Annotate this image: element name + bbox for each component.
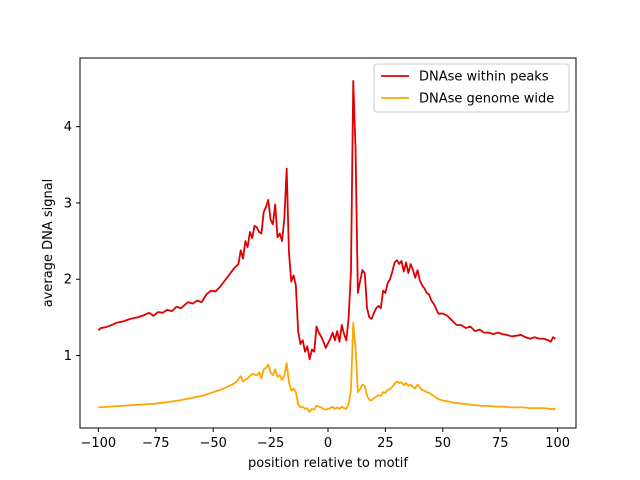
series-line-genome-wide [98, 321, 556, 413]
x-tick-label: 100 [545, 436, 570, 451]
x-tick-label: 0 [324, 436, 332, 451]
x-axis-label: position relative to motif [248, 456, 408, 471]
x-tick-label: 25 [377, 436, 394, 451]
series-line-within-peaks [97, 79, 556, 361]
legend-label-within-peaks: DNAse within peaks [419, 70, 549, 85]
y-tick-label: 1 [64, 349, 72, 364]
y-axis-label: average DNA signal [41, 179, 56, 308]
x-tick-label: −25 [257, 436, 284, 451]
x-tick-label: −50 [199, 436, 226, 451]
legend: DNAse within peaks DNAse genome wide [373, 63, 570, 113]
x-axis-ticks: −100 −75 −50 −25 0 25 50 75 100 [81, 428, 570, 451]
x-tick-label: 50 [435, 436, 452, 451]
legend-label-genome-wide: DNAse genome wide [419, 92, 554, 107]
legend-box [373, 63, 570, 113]
y-tick-label: 4 [64, 120, 72, 135]
x-tick-label: −75 [142, 436, 169, 451]
plot-lines [97, 79, 556, 413]
plot-frame [79, 57, 577, 429]
x-tick-label: 75 [492, 436, 509, 451]
y-axis-ticks: 1 2 3 4 [64, 120, 80, 364]
y-tick-label: 3 [64, 196, 72, 211]
x-tick-label: −100 [81, 436, 117, 451]
y-tick-label: 2 [64, 273, 72, 288]
